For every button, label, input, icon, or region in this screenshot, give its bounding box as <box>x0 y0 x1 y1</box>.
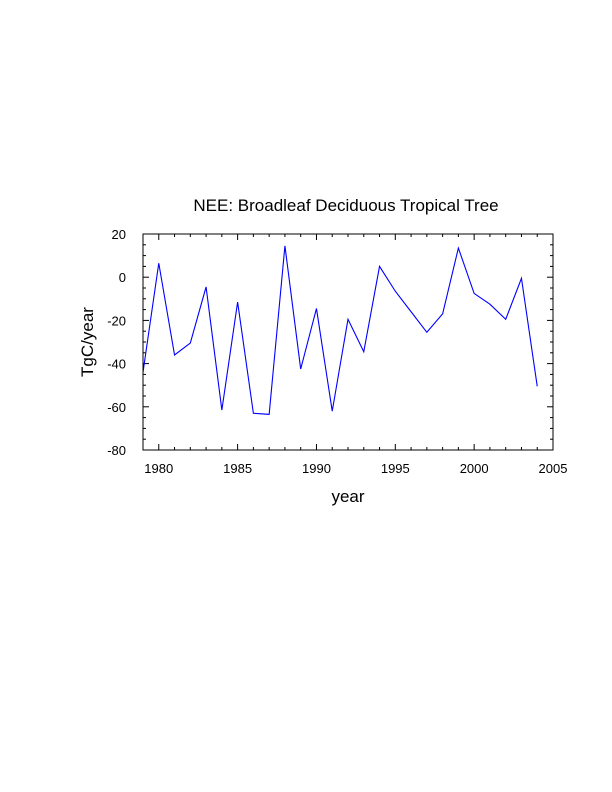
series-line-nee <box>142 245 538 415</box>
chart-title: NEE: Broadleaf Deciduous Tropical Tree <box>193 196 498 215</box>
y-tick-label: -20 <box>107 313 126 328</box>
plot-frame <box>142 233 554 451</box>
series-layer <box>142 245 538 415</box>
y-tick-label: -80 <box>107 443 126 458</box>
x-tick-label: 1980 <box>144 461 173 476</box>
x-tick-label: 1990 <box>302 461 331 476</box>
x-tick-label: 2000 <box>460 461 489 476</box>
y-tick-label: -40 <box>107 357 126 372</box>
tick-labels: 1980 1985 1990 1995 2000 2005 20 0 -20 -40 -60 -80 <box>107 227 567 476</box>
y-tick-label: 20 <box>112 227 126 242</box>
x-tick-label: 1985 <box>223 461 252 476</box>
x-axis-label: year <box>331 487 364 506</box>
axis-ticks <box>142 233 554 451</box>
y-axis-label: TgC/year <box>78 307 97 377</box>
y-tick-label: 0 <box>119 270 126 285</box>
y-tick-label: -60 <box>107 400 126 415</box>
x-tick-label: 1995 <box>381 461 410 476</box>
x-tick-label: 2005 <box>539 461 568 476</box>
